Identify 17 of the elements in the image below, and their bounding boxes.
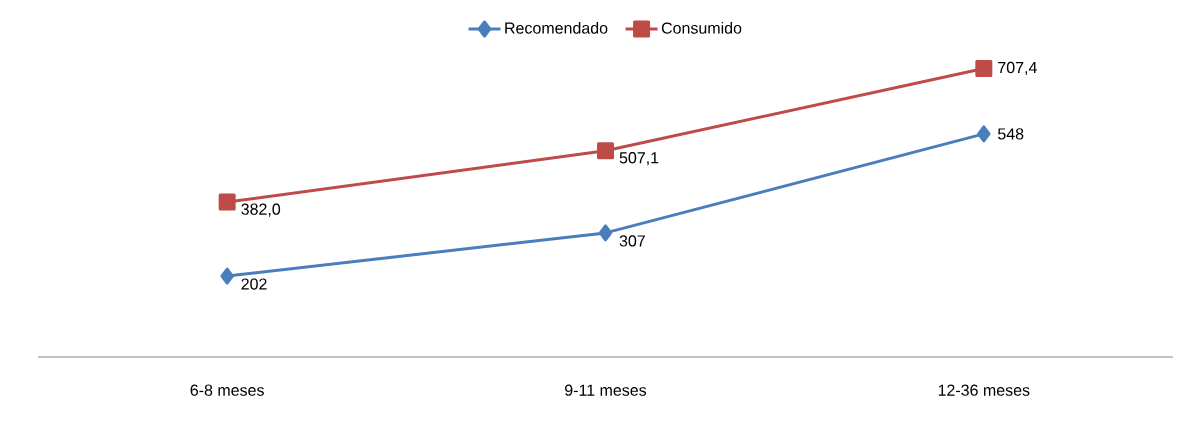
point bbox=[975, 59, 993, 77]
data-label: 548 bbox=[998, 128, 1024, 140]
legend-label: Recomendado bbox=[505, 22, 608, 34]
point bbox=[218, 193, 236, 211]
point bbox=[598, 224, 613, 242]
data-label: 307 bbox=[619, 235, 645, 247]
x-tick-label: 12-36 meses bbox=[938, 384, 1030, 396]
data-label: 707,4 bbox=[998, 61, 1037, 76]
data-label: 382,0 bbox=[241, 203, 281, 217]
legend-label: Consumido bbox=[661, 22, 742, 34]
data-label: 507,1 bbox=[619, 152, 659, 166]
point bbox=[977, 125, 991, 143]
x-tick-label: 6-8 meses bbox=[190, 384, 264, 396]
point bbox=[220, 267, 234, 285]
x-tick-label: 9-11 meses bbox=[565, 384, 647, 396]
data-label: 202 bbox=[241, 278, 267, 290]
point bbox=[597, 142, 614, 160]
